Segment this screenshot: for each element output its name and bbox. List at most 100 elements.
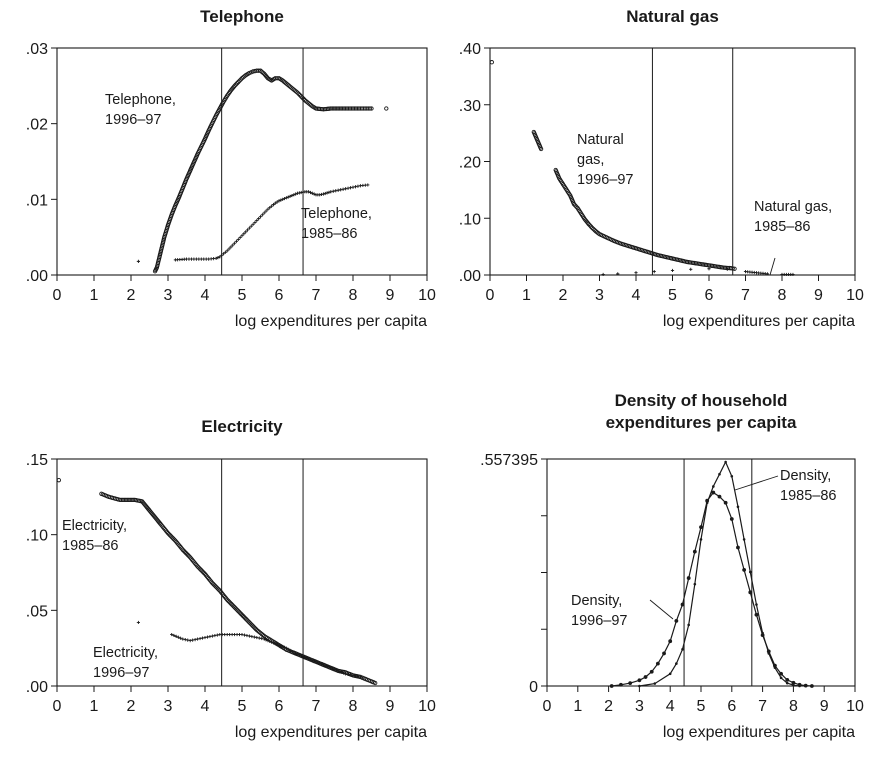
data-point <box>674 618 679 623</box>
data-point <box>791 680 796 685</box>
series-annotation-e9697: Electricity, <box>93 645 158 661</box>
data-point <box>742 568 747 572</box>
data-point <box>779 676 783 680</box>
data-point <box>246 619 251 624</box>
data-point <box>331 189 335 193</box>
data-point <box>277 199 281 203</box>
data-point <box>284 646 288 650</box>
data-point <box>652 269 656 274</box>
data-point <box>668 639 673 644</box>
data-point <box>680 602 685 607</box>
data-point <box>251 222 255 226</box>
data-point <box>196 637 200 641</box>
data-point <box>321 192 325 196</box>
data-point <box>264 209 268 213</box>
x-tick-label: 9 <box>386 287 395 304</box>
x-tick-label: 6 <box>727 698 736 715</box>
plot-frame <box>489 47 856 276</box>
data-point <box>262 637 266 641</box>
data-point <box>181 637 185 641</box>
data-point <box>358 675 362 679</box>
series-annotation-d8586: 1985–86 <box>780 488 836 504</box>
data-point <box>176 635 180 639</box>
series-d8586: Density, 1985–86 <box>638 460 836 688</box>
x-tick-label: 7 <box>741 287 750 304</box>
data-point <box>344 672 348 676</box>
data-point <box>310 658 314 662</box>
data-point <box>260 213 264 217</box>
data-point <box>208 634 212 639</box>
data-point <box>748 590 753 595</box>
data-point <box>215 586 220 591</box>
data-point <box>240 613 246 619</box>
data-point <box>268 639 272 643</box>
data-point <box>250 623 255 628</box>
chart-title: Natural gas <box>626 7 719 26</box>
data-point <box>699 538 703 541</box>
data-point <box>366 183 370 187</box>
data-point <box>297 653 301 657</box>
x-tick-label: 0 <box>486 287 495 304</box>
series-annotation-g8586: 1985–86 <box>754 219 810 235</box>
data-point <box>356 674 360 679</box>
data-point <box>210 580 215 586</box>
data-point <box>227 247 231 251</box>
data-point <box>225 249 229 253</box>
data-point <box>277 643 281 647</box>
data-point <box>230 602 235 608</box>
data-point <box>245 633 249 638</box>
data-point <box>705 498 710 503</box>
data-point <box>327 190 331 194</box>
series-annotation-d9697: Density, <box>571 593 622 609</box>
data-point <box>286 195 290 199</box>
series-annotation-t9697: 1996–97 <box>105 112 161 128</box>
series-e9697: Electricity, 1996–97 <box>93 620 362 681</box>
chart-title: Density of household <box>615 391 788 410</box>
plot-frame <box>56 47 428 276</box>
data-point <box>779 671 783 676</box>
data-point <box>292 651 296 655</box>
data-point <box>184 551 190 557</box>
data-point <box>186 638 190 642</box>
data-point <box>226 598 231 603</box>
data-point <box>619 682 623 687</box>
series-g9697: Natural gas, 1996–97 <box>489 60 737 271</box>
chart-panel-telephone: Telephone 0 1 2 3 4 5 6 7 8 9 10 log expenditures pe… <box>26 7 436 330</box>
x-tick-label: 10 <box>418 698 436 715</box>
series-annotation-e9697: 1996–97 <box>93 665 149 681</box>
chart-title: Electricity <box>201 417 283 436</box>
data-point <box>730 474 734 478</box>
data-point <box>791 272 795 277</box>
series-d9697: Density, 1996–97 <box>571 490 814 688</box>
data-point <box>707 267 711 271</box>
data-point <box>255 635 259 640</box>
data-point <box>214 585 219 590</box>
x-tick-label: 3 <box>164 287 173 304</box>
x-tick-label: 10 <box>418 287 436 304</box>
data-point <box>803 683 808 688</box>
series-annotation-t8586: 1985–86 <box>301 226 357 242</box>
data-point <box>238 235 242 240</box>
data-point <box>172 633 176 638</box>
x-tick-label: 9 <box>814 287 823 304</box>
data-point <box>321 663 325 667</box>
data-point <box>233 241 237 245</box>
data-point <box>670 268 675 273</box>
data-point <box>227 599 232 605</box>
data-point <box>218 255 222 259</box>
data-point <box>336 188 340 192</box>
x-tick-label: 2 <box>127 287 136 304</box>
x-axis-label: log expenditures per capita <box>663 724 855 741</box>
data-point <box>281 197 285 201</box>
data-point <box>252 625 257 630</box>
data-point <box>668 672 672 676</box>
data-point <box>172 537 177 542</box>
data-point <box>284 196 288 200</box>
series-annotation-g9697: 1996–97 <box>577 172 633 188</box>
data-point <box>310 191 314 195</box>
data-point <box>649 669 654 674</box>
x-tick-label: 3 <box>635 698 644 715</box>
chart-panel-naturalgas: Natural gas 0 1 2 3 4 5 6 7 8 9 10 log expenditures … <box>459 7 864 330</box>
data-point <box>262 211 266 215</box>
data-point <box>312 192 316 196</box>
